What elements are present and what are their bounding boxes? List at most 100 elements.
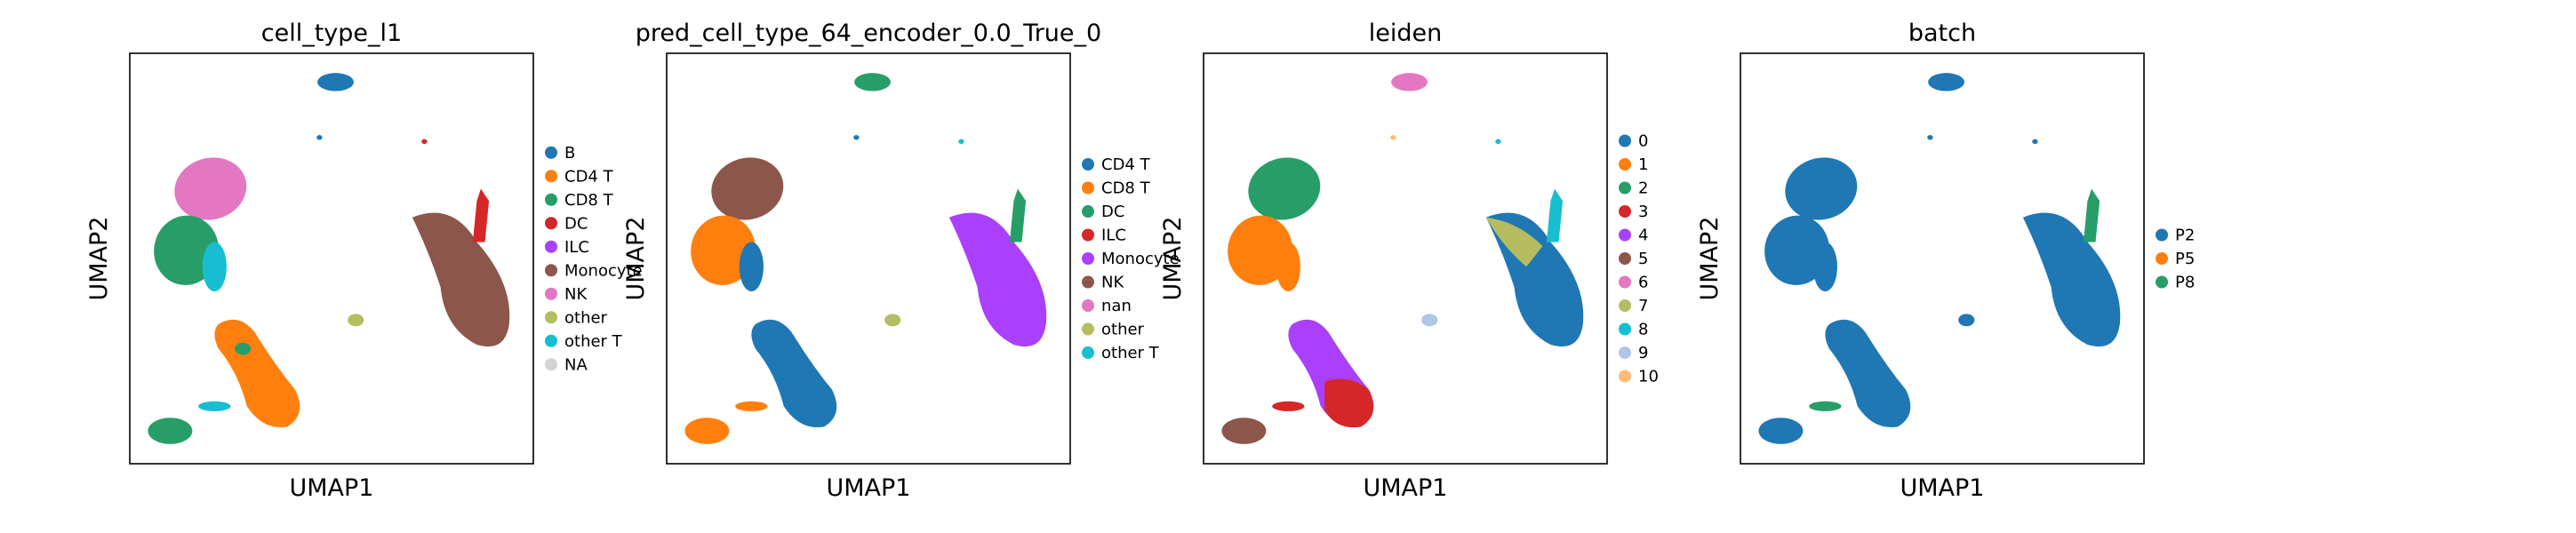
cluster-tiny1	[316, 134, 323, 140]
legend-label: 9	[1638, 344, 1648, 362]
legend-label: other T	[1101, 344, 1160, 362]
umap-panel-batch: batch UMAP1 UMAP2 P2 P5 P8	[1696, 20, 2195, 502]
legend-label: 10	[1638, 368, 1659, 386]
cluster-mono	[948, 212, 1047, 347]
cluster-tiny1	[853, 134, 860, 140]
legend-marker	[545, 240, 557, 253]
legend-label: 7	[1638, 297, 1648, 315]
legend-marker	[545, 311, 557, 324]
legend-marker	[2156, 275, 2168, 289]
cluster-tinyr	[1495, 139, 1501, 145]
y-axis-label: UMAP2	[85, 217, 113, 301]
scatter-points	[684, 73, 1047, 444]
legend-label: 1	[1638, 155, 1648, 174]
legend-label: P8	[2175, 274, 2195, 292]
cluster-bot	[684, 418, 730, 444]
legend-label: NK	[1101, 274, 1124, 292]
legend-label: P5	[2175, 250, 2195, 268]
legend-marker	[1082, 275, 1094, 289]
legend-marker	[545, 264, 557, 277]
umap-panel-pred-cell-type: pred_cell_type_64_encoder_0.0_True_0 UMA…	[622, 20, 1180, 502]
panel-title: leiden	[1369, 20, 1442, 47]
cluster-cd4	[214, 319, 300, 428]
legend-label: nan	[1101, 297, 1132, 315]
y-axis-label: UMAP2	[1159, 217, 1187, 301]
legend-marker	[1082, 299, 1094, 312]
x-axis-label: UMAP1	[1364, 474, 1448, 502]
axes-frame	[1740, 52, 2145, 465]
legend-marker	[1082, 181, 1094, 195]
legend-marker	[1082, 322, 1094, 336]
umap-panel-leiden: leiden UMAP1 UMAP2 0 1 2 3 4 5 6 7 8 9 10	[1159, 20, 1659, 502]
legend: P2 P5 P8	[2156, 227, 2195, 292]
scatter-points	[148, 73, 510, 444]
legend-label: CD4 T	[564, 167, 614, 186]
panel-title: pred_cell_type_64_encoder_0.0_True_0	[636, 20, 1101, 47]
cluster-cd4low	[1324, 378, 1374, 428]
legend-marker	[545, 193, 557, 206]
legend-label: P2	[2175, 227, 2195, 245]
cluster-botT	[1809, 401, 1842, 411]
panel-title: cell_type_l1	[261, 20, 402, 47]
cluster-ilc	[1958, 314, 1975, 327]
legend-marker	[1082, 252, 1094, 265]
cluster-nk	[174, 157, 247, 220]
legend-marker	[1619, 181, 1631, 195]
cluster-top	[1391, 73, 1428, 91]
legend-marker	[1619, 228, 1631, 242]
cluster-cd8b	[1845, 342, 1862, 355]
legend-label: other	[1101, 321, 1145, 339]
cluster-botT	[198, 401, 231, 411]
legend-label: CD8 T	[564, 191, 614, 210]
scatter-points	[1758, 73, 2121, 444]
cluster-tinyr	[2032, 139, 2038, 145]
legend-marker	[1619, 275, 1631, 289]
cluster-tinyr	[421, 139, 428, 145]
cluster-cd8b	[235, 342, 252, 355]
legend-marker	[545, 358, 557, 371]
cluster-bot	[148, 418, 193, 444]
legend-label: NK	[564, 285, 588, 304]
cluster-otherT	[202, 242, 227, 291]
legend-marker	[1619, 346, 1631, 359]
cluster-ilc	[1421, 314, 1438, 327]
cluster-otherT	[1276, 242, 1300, 291]
cluster-mono	[2022, 212, 2121, 347]
legend-label: ILC	[564, 238, 589, 257]
legend-marker	[2156, 252, 2168, 265]
axes-frame	[1203, 52, 1608, 465]
legend-marker	[545, 217, 557, 230]
legend-marker	[1619, 158, 1631, 171]
cluster-bot	[1758, 418, 1804, 444]
legend-label: Monocyte	[1101, 250, 1180, 268]
y-axis-label: UMAP2	[1696, 217, 1724, 301]
scatter-points	[1221, 73, 1584, 444]
cluster-top	[854, 73, 891, 91]
cluster-otherT	[1812, 242, 1837, 291]
x-axis-label: UMAP1	[1900, 474, 1985, 502]
cluster-tinyr	[958, 139, 964, 145]
legend-label: 2	[1638, 179, 1648, 198]
cluster-monoflag	[1485, 217, 1543, 267]
axes-frame	[129, 52, 534, 465]
legend: B CD4 T CD8 T DC ILC Monocyte NK other other T NA	[545, 144, 643, 374]
cluster-monotip	[2083, 188, 2100, 243]
cluster-otherT	[739, 242, 764, 291]
cluster-monotip	[1546, 188, 1564, 243]
legend-marker	[1082, 346, 1094, 359]
legend-label: 4	[1638, 227, 1648, 245]
axes-frame	[666, 52, 1071, 465]
panel-title: batch	[1908, 20, 1976, 47]
umap-panel-cell-type-l1: cell_type_l1 UMAP1 UMAP2 B CD4 T CD8 T DC IL…	[85, 20, 643, 502]
cluster-botT	[1272, 401, 1305, 411]
cluster-top	[1928, 73, 1964, 91]
legend: 0 1 2 3 4 5 6 7 8 9 10	[1619, 132, 1659, 386]
legend-marker	[1082, 228, 1094, 242]
legend-label: other T	[564, 332, 623, 351]
legend-label: Monocyte	[564, 261, 643, 280]
legend-label: other	[564, 308, 608, 327]
legend-marker	[1082, 158, 1094, 171]
x-axis-label: UMAP1	[827, 474, 911, 502]
legend-label: 8	[1638, 321, 1648, 339]
